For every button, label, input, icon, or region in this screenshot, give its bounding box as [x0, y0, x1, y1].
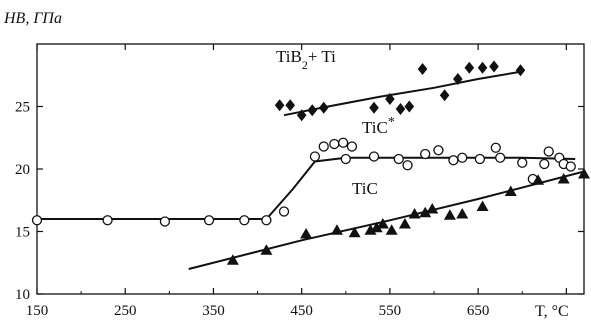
circle-point — [318, 141, 329, 152]
diamond-point — [395, 103, 406, 115]
triangle-point — [385, 224, 398, 235]
triangle-point — [260, 244, 273, 255]
triangle-point — [419, 206, 432, 218]
diamond-point — [515, 64, 526, 77]
circle-point — [309, 151, 321, 162]
triangle-point — [408, 208, 421, 219]
circle-point — [565, 161, 576, 172]
triangle-point — [443, 209, 456, 220]
triangle-point — [557, 173, 570, 184]
triangle-point — [348, 226, 361, 238]
diamond-point — [464, 61, 475, 74]
y-tick-label: 20 — [15, 162, 30, 178]
y-tick-label: 10 — [15, 287, 30, 303]
circle-point — [261, 215, 272, 226]
x-tick-label: 650 — [467, 303, 490, 319]
diamond-point — [489, 60, 499, 73]
diamond-point — [296, 109, 307, 122]
x-tick-label: 350 — [202, 303, 225, 319]
x-tick-label: 450 — [290, 303, 313, 319]
circle-point — [203, 215, 215, 226]
circle-point — [420, 148, 431, 160]
series-label: TiC* — [362, 115, 395, 138]
circle-point — [102, 215, 113, 226]
circle-point — [340, 153, 351, 165]
y-tick-label: 15 — [15, 225, 30, 241]
x-tick-label: 550 — [379, 303, 402, 319]
circle-point — [329, 138, 340, 150]
circle-point — [495, 152, 506, 163]
circle-point — [239, 215, 250, 226]
triangle-point — [370, 221, 383, 233]
series-label: TiC — [352, 179, 378, 198]
triangle-point — [330, 224, 343, 235]
circle-point — [393, 153, 404, 165]
circle-point — [490, 142, 501, 153]
diamond-point — [385, 93, 395, 105]
plot-frame — [36, 43, 585, 295]
triangle-point — [578, 168, 590, 179]
circle-point — [517, 157, 528, 168]
x-axis-label: T, °C — [535, 303, 569, 320]
triangle-point — [226, 254, 239, 265]
triangle-point — [532, 174, 545, 185]
circle-point — [31, 215, 43, 226]
triangle-point — [300, 228, 313, 239]
y-tick-label: 25 — [15, 100, 30, 116]
circle-point — [159, 216, 171, 227]
series-label: TiB2+ Ti — [276, 47, 336, 72]
triangle-point — [504, 185, 517, 196]
x-axis-label-bg — [528, 300, 590, 320]
diamond-point — [477, 61, 488, 74]
diamond-point — [285, 99, 296, 112]
diamond-point — [274, 99, 285, 112]
circle-point — [346, 141, 358, 152]
triangle-point — [456, 208, 469, 219]
triangle-point — [476, 200, 489, 211]
circle-point — [278, 206, 290, 217]
diamond-point — [307, 104, 318, 117]
x-tick-label: 250 — [114, 303, 137, 319]
circle-point — [368, 151, 380, 162]
circle-point — [457, 152, 468, 163]
diamond-point — [439, 89, 450, 102]
x-tick-label: 150 — [26, 303, 49, 319]
circle-point — [539, 158, 550, 170]
diamond-point — [318, 101, 329, 114]
triangle-point — [398, 218, 411, 229]
diamond-point — [453, 73, 463, 85]
circle-point — [433, 145, 444, 156]
diamond-point — [417, 63, 428, 75]
diamond-point — [369, 101, 379, 114]
trend-line — [37, 156, 576, 220]
circle-point — [337, 137, 349, 148]
triangle-point — [426, 203, 439, 214]
circle-point — [402, 160, 413, 171]
circle-point — [474, 153, 486, 165]
circle-point — [448, 155, 459, 166]
circle-point — [543, 146, 554, 157]
triangle-point — [376, 218, 389, 229]
y-axis-label: HB, ГПа — [3, 10, 62, 27]
diamond-point — [404, 100, 415, 113]
